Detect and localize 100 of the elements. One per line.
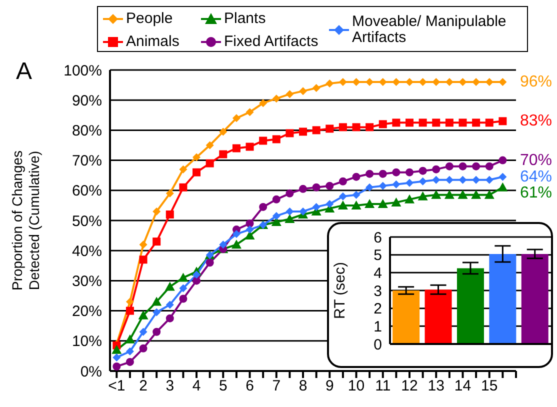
point	[338, 200, 348, 210]
point	[206, 141, 214, 150]
point	[124, 334, 135, 344]
point	[352, 190, 360, 199]
point	[326, 200, 334, 208]
point	[259, 99, 268, 108]
point	[471, 190, 482, 199]
point	[312, 183, 320, 192]
y-tick-label: 5	[374, 247, 382, 264]
point	[418, 191, 428, 200]
point	[192, 168, 201, 176]
point	[418, 166, 427, 175]
text: 61%	[520, 184, 552, 202]
point	[272, 195, 280, 204]
x-tick-label: 3	[166, 378, 174, 395]
point	[445, 118, 454, 127]
point	[219, 128, 228, 136]
bar	[456, 268, 484, 344]
point	[286, 207, 294, 216]
point	[498, 172, 507, 181]
point	[312, 84, 320, 92]
point	[472, 118, 480, 127]
point	[232, 114, 240, 122]
bar	[424, 290, 452, 344]
point	[246, 108, 254, 116]
point	[392, 118, 400, 127]
point	[206, 258, 214, 267]
point	[366, 183, 374, 192]
point	[179, 165, 188, 174]
point	[418, 177, 427, 186]
y-tick-label: 10%	[72, 333, 102, 350]
point	[179, 284, 188, 292]
y-tick-label: 80%	[72, 122, 102, 140]
point	[271, 217, 282, 226]
point	[431, 190, 442, 199]
point	[472, 162, 480, 170]
point	[126, 298, 134, 306]
point	[498, 78, 507, 86]
point	[458, 190, 468, 199]
text: 96%	[520, 74, 552, 91]
text: 64%	[520, 168, 552, 186]
point	[445, 162, 454, 170]
point	[126, 358, 134, 366]
point	[364, 198, 375, 208]
point	[286, 129, 294, 138]
y-tick-label: 70%	[72, 152, 102, 170]
x-tick-label: 12	[401, 378, 418, 395]
point	[139, 256, 148, 264]
y-axis-title: Proportion of Changes Detected (Cumulative)	[9, 150, 42, 291]
point	[286, 90, 294, 98]
point	[352, 123, 360, 132]
y-axis-title: RT (sec)	[331, 262, 348, 319]
point	[138, 310, 148, 320]
x-tick-label: 6	[246, 378, 254, 395]
y-tick-label: 0	[374, 336, 382, 354]
point	[299, 128, 308, 136]
x-tick-label: <1	[108, 378, 126, 395]
point	[458, 78, 467, 86]
point	[206, 159, 214, 168]
x-tick-label: 7	[272, 378, 281, 395]
point	[219, 240, 228, 249]
point	[312, 202, 320, 211]
point	[166, 300, 174, 309]
point	[432, 118, 440, 127]
point	[219, 150, 228, 158]
y-tick-label: 30%	[72, 273, 102, 290]
y-tick-label: 4	[374, 264, 382, 282]
point	[338, 192, 347, 200]
legend-label: Moveable/ Manipulable Artifacts	[352, 13, 508, 46]
point	[312, 126, 320, 134]
point	[485, 78, 494, 86]
point	[152, 238, 161, 246]
point	[139, 328, 148, 336]
x-tick-label: 10	[348, 378, 365, 395]
point	[272, 94, 280, 103]
point	[498, 156, 507, 164]
point	[112, 353, 121, 362]
x-tick-label: 15	[481, 378, 498, 395]
point	[244, 230, 255, 240]
point	[152, 296, 162, 306]
legend-label: Animals	[126, 32, 180, 50]
y-tick-label: 2	[374, 300, 382, 318]
text: 70%	[520, 152, 552, 169]
point	[338, 123, 347, 132]
point	[299, 87, 308, 96]
x-tick-label: 4	[192, 378, 201, 395]
point	[485, 118, 494, 127]
point	[126, 347, 134, 356]
point	[432, 176, 440, 184]
x-tick-label: 8	[298, 378, 308, 395]
y-tick-label: 6	[374, 229, 382, 246]
point	[378, 78, 387, 86]
bar	[521, 254, 548, 344]
point	[259, 136, 268, 145]
point	[338, 177, 347, 186]
point	[139, 240, 148, 249]
text: 83%	[520, 112, 552, 130]
legend-label: People	[126, 10, 173, 26]
point	[406, 178, 414, 187]
point	[126, 306, 134, 315]
